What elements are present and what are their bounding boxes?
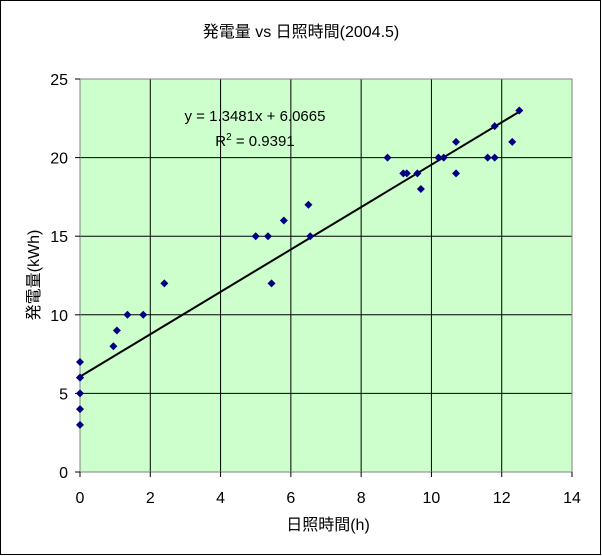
y-axis-ticks: 0 5 10 15 20 25: [50, 72, 80, 482]
data-point: [279, 216, 288, 225]
data-point: [508, 137, 517, 146]
data-point: [383, 153, 392, 162]
data-point: [267, 279, 276, 288]
y-tick-label: 0: [59, 465, 68, 482]
r-squared-exponent: 2: [226, 132, 232, 143]
y-tick-label: 15: [50, 229, 68, 246]
data-point: [452, 137, 461, 146]
data-point: [490, 153, 499, 162]
data-points: [76, 106, 524, 429]
trendline: [79, 110, 520, 378]
x-axis-title: 日照時間(h): [286, 516, 370, 534]
data-point: [306, 232, 315, 241]
r-squared-prefix: R: [215, 133, 226, 150]
x-tick-label: 6: [286, 490, 295, 507]
data-point: [76, 420, 84, 429]
plot-area: [80, 79, 572, 472]
data-point: [251, 232, 260, 241]
data-point: [490, 122, 499, 131]
data-point: [160, 279, 169, 288]
y-tick-label: 25: [50, 72, 68, 89]
data-point: [402, 169, 411, 178]
x-tick-label: 14: [563, 490, 581, 507]
x-tick-label: 4: [216, 490, 225, 507]
plot-border: [79, 78, 573, 473]
r-squared-value: = 0.9391: [232, 133, 295, 150]
data-point: [109, 342, 118, 351]
x-tick-label: 2: [146, 490, 155, 507]
x-axis-ticks: 0 2 4 6 8 10 12 14: [76, 472, 581, 507]
y-tick-label: 5: [59, 386, 68, 403]
data-point: [139, 310, 148, 319]
data-point: [112, 326, 121, 335]
data-point: [76, 389, 84, 398]
r-squared-label: R2 = 0.9391: [215, 132, 294, 150]
data-point: [439, 153, 448, 162]
data-point: [76, 405, 84, 414]
x-tick-label: 8: [357, 490, 366, 507]
chart-title: 発電量 vs 日照時間(2004.5): [203, 23, 400, 41]
y-tick-label: 10: [50, 308, 68, 325]
data-point: [452, 169, 461, 178]
data-point: [515, 106, 524, 115]
x-tick-label: 12: [493, 490, 511, 507]
data-point: [304, 200, 313, 209]
data-point: [413, 169, 422, 178]
data-point: [123, 310, 132, 319]
data-point: [416, 185, 425, 194]
trendline-equation: y = 1.3481x + 6.0665: [185, 108, 326, 125]
data-point: [76, 357, 84, 366]
data-point: [264, 232, 273, 241]
data-point: [483, 153, 492, 162]
y-tick-label: 20: [50, 151, 68, 168]
data-point: [76, 373, 84, 382]
x-tick-label: 10: [423, 490, 441, 507]
x-tick-label: 0: [76, 490, 85, 507]
y-axis-title: 発電量(kWh): [25, 230, 43, 321]
data-point: [434, 153, 443, 162]
